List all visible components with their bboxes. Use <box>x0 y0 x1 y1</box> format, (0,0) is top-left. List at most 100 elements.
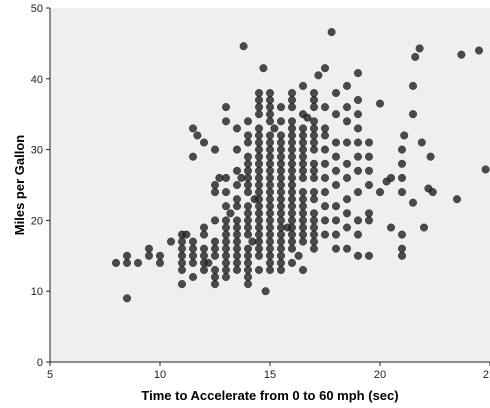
data-point <box>259 64 268 73</box>
data-point <box>298 188 308 197</box>
data-point <box>276 166 286 175</box>
data-point <box>397 173 407 182</box>
data-point <box>199 223 209 232</box>
data-point <box>265 188 275 197</box>
data-point <box>254 265 264 275</box>
data-point <box>254 152 264 161</box>
data-point <box>111 258 121 267</box>
y-tick-label: 50 <box>31 3 43 15</box>
data-point <box>254 124 264 133</box>
data-point <box>276 244 286 253</box>
data-point <box>298 237 308 246</box>
data-point <box>265 237 275 246</box>
data-point <box>265 131 275 140</box>
data-point <box>254 103 264 112</box>
data-point <box>331 152 341 161</box>
data-point <box>177 258 187 267</box>
data-point <box>298 131 308 140</box>
data-point <box>331 180 341 190</box>
data-point <box>243 202 253 211</box>
data-point <box>298 81 308 90</box>
data-point <box>210 180 220 190</box>
data-point <box>287 131 297 140</box>
data-point <box>243 265 253 275</box>
data-point <box>254 138 264 147</box>
data-point <box>270 124 279 133</box>
data-point <box>232 244 242 253</box>
data-point <box>243 117 253 126</box>
data-point <box>254 237 264 246</box>
data-point <box>243 166 253 175</box>
data-point <box>276 195 286 204</box>
data-point <box>276 202 286 211</box>
data-point <box>265 223 275 232</box>
data-point <box>342 209 352 218</box>
data-point <box>166 237 176 246</box>
data-point <box>331 88 341 98</box>
data-point <box>122 294 132 303</box>
data-point <box>243 152 253 161</box>
data-point <box>276 258 286 267</box>
data-point <box>428 188 437 197</box>
data-point <box>254 188 264 197</box>
data-point <box>276 230 286 239</box>
data-point <box>419 223 429 232</box>
y-tick-label: 10 <box>31 286 43 298</box>
data-point <box>364 138 374 147</box>
data-point <box>232 166 242 175</box>
data-point <box>265 180 275 190</box>
data-point <box>243 258 253 267</box>
data-point <box>243 216 253 225</box>
data-point <box>254 159 264 168</box>
data-point <box>309 216 319 225</box>
data-point <box>188 258 198 267</box>
data-point <box>342 244 352 253</box>
data-point <box>298 166 308 175</box>
data-point <box>199 244 209 253</box>
data-point <box>232 223 242 232</box>
data-point <box>210 145 220 154</box>
data-point <box>276 188 286 197</box>
x-tick-label: 2 <box>483 369 489 381</box>
data-point <box>320 216 330 225</box>
data-point <box>254 202 264 211</box>
data-point <box>298 209 308 218</box>
data-point <box>276 152 286 161</box>
data-point <box>243 180 253 190</box>
data-point <box>331 166 341 175</box>
data-point <box>221 244 231 253</box>
data-point <box>254 216 264 225</box>
y-tick-label: 40 <box>31 74 43 86</box>
data-point <box>353 166 363 175</box>
data-point <box>309 244 319 253</box>
data-point <box>309 145 319 154</box>
data-point <box>320 145 330 154</box>
data-point <box>261 287 270 296</box>
data-point <box>182 230 191 239</box>
x-tick-label: 10 <box>154 369 166 381</box>
data-point <box>474 46 484 55</box>
data-point <box>232 251 242 260</box>
data-point <box>243 188 253 197</box>
data-point <box>287 117 297 126</box>
data-point <box>232 265 242 275</box>
data-point <box>320 124 330 133</box>
data-point <box>265 138 275 147</box>
data-point <box>309 103 319 112</box>
data-point <box>221 202 231 211</box>
data-point <box>309 117 319 126</box>
data-point <box>254 180 264 190</box>
data-point <box>287 145 297 154</box>
data-point <box>353 69 363 78</box>
data-point <box>254 251 264 260</box>
data-point <box>265 110 275 119</box>
data-point <box>265 230 275 239</box>
data-point <box>210 251 220 260</box>
data-point <box>408 110 418 119</box>
data-point <box>287 103 297 112</box>
data-point <box>408 198 418 207</box>
data-point <box>199 230 209 239</box>
data-point <box>309 88 319 98</box>
data-point <box>411 52 420 61</box>
data-point <box>353 188 363 197</box>
